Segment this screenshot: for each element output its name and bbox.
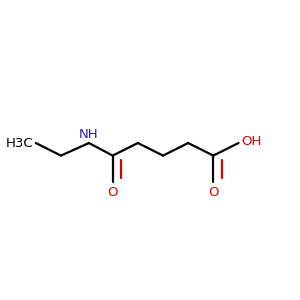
Text: NH: NH xyxy=(79,128,99,141)
Text: O: O xyxy=(208,186,219,199)
Text: H3C: H3C xyxy=(5,136,33,149)
Text: OH: OH xyxy=(241,135,262,148)
Text: O: O xyxy=(107,186,118,199)
